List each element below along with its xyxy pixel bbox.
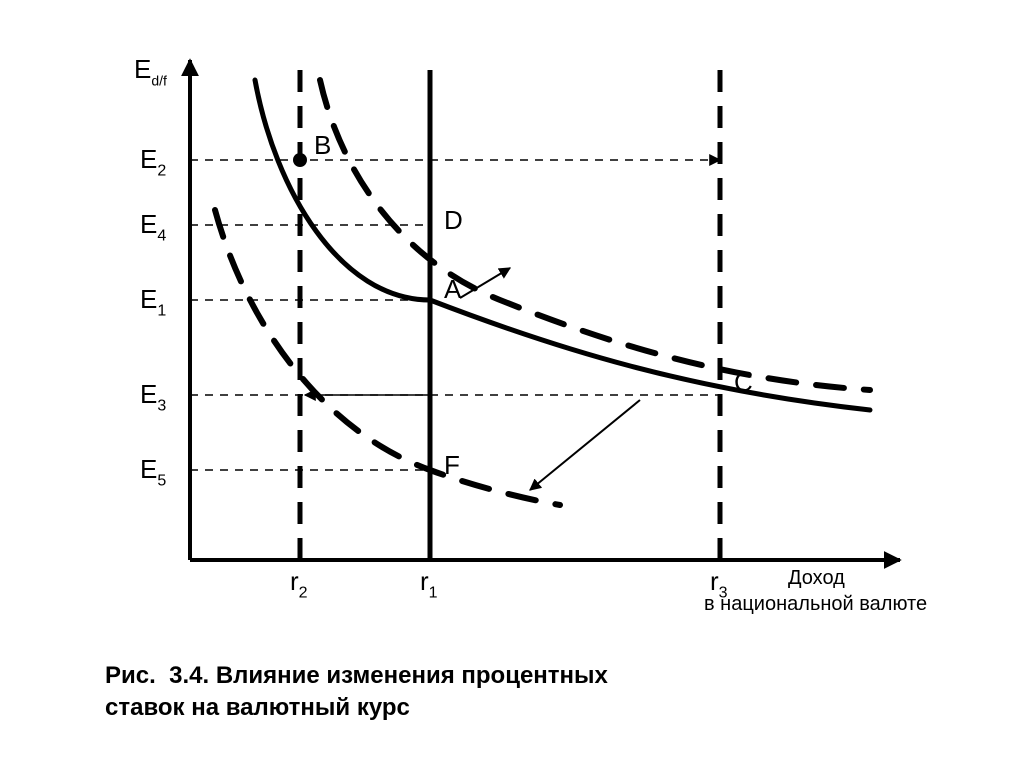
economics-diagram: r2r1r3Ed/fE2E4E1E3E5Доходв национальной … xyxy=(0,0,1024,768)
svg-text:A: A xyxy=(444,274,462,304)
svg-text:E3: E3 xyxy=(140,379,166,414)
svg-text:E1: E1 xyxy=(140,284,166,319)
svg-text:E4: E4 xyxy=(140,209,166,244)
figure-stage: { "canvas": { "width": 1024, "height": 7… xyxy=(0,0,1024,768)
svg-text:r1: r1 xyxy=(420,566,438,601)
svg-text:F: F xyxy=(444,450,460,480)
svg-text:E5: E5 xyxy=(140,454,166,489)
figure-caption: Рис. 3.4. Влияние изменения процентныхст… xyxy=(105,660,608,725)
svg-text:Ed/f: Ed/f xyxy=(134,54,167,88)
svg-text:D: D xyxy=(444,205,463,235)
svg-text:в национальной валюте: в национальной валюте xyxy=(704,593,927,615)
svg-text:E2: E2 xyxy=(140,144,166,179)
svg-text:B: B xyxy=(314,130,331,160)
svg-text:C: C xyxy=(734,367,753,397)
svg-text:r2: r2 xyxy=(290,566,308,601)
svg-text:Доход: Доход xyxy=(788,567,845,589)
